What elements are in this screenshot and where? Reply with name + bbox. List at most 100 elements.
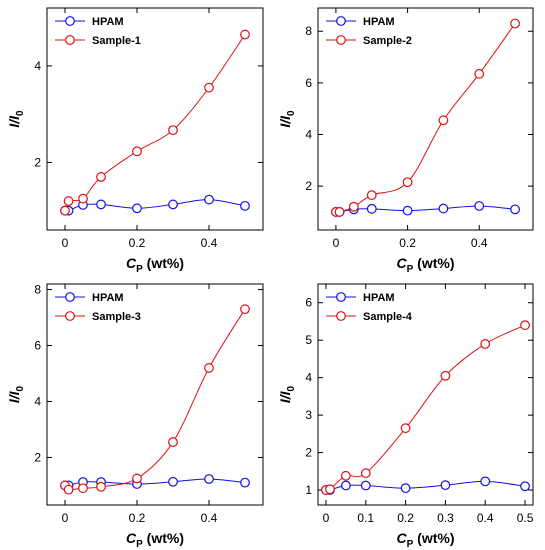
data-point <box>402 177 413 188</box>
x-axis-label-main: C <box>396 530 407 546</box>
x-axis-label-sub: P <box>407 539 414 550</box>
data-point <box>474 68 485 79</box>
y-tick-label: 8 <box>305 24 312 38</box>
x-tick-label: 0.2 <box>397 511 414 525</box>
data-point <box>240 200 250 211</box>
y-axis-label-sub: 0 <box>286 385 297 391</box>
x-tick-label: 0.4 <box>201 236 218 250</box>
legend: HPAM Sample-4 <box>326 292 413 323</box>
legend-marker <box>65 35 75 45</box>
y-tick-label: 4 <box>305 371 312 385</box>
y-axis-label: I/I0 <box>6 110 26 128</box>
data-point <box>440 370 451 381</box>
y-axis-label: I/I0 <box>277 110 297 128</box>
y-axis-label-sub: 0 <box>15 110 26 116</box>
data-point <box>96 199 106 210</box>
legend-label: Sample-2 <box>363 35 412 47</box>
data-point <box>510 204 520 215</box>
x-axis-label: CP (wt%) <box>126 530 184 550</box>
x-tick-label: 0.3 <box>437 511 454 525</box>
data-point <box>400 483 411 494</box>
y-tick-label: 6 <box>305 76 312 90</box>
x-tick-label: 0.4 <box>201 511 218 525</box>
data-point <box>204 194 214 205</box>
plot-frame <box>46 7 264 231</box>
y-axis-label: I/I0 <box>277 385 297 403</box>
data-point <box>96 481 106 492</box>
legend-marker <box>65 311 75 321</box>
x-axis-label-unit: (wt%) <box>413 255 454 271</box>
data-point <box>402 205 413 216</box>
x-axis-label: CP (wt%) <box>396 255 454 275</box>
data-point <box>168 199 178 210</box>
x-tick-label: 0 <box>323 511 330 525</box>
x-axis-label-unit: (wt%) <box>413 530 454 546</box>
series-sample-1 <box>60 29 250 216</box>
x-tick-label: 0.4 <box>471 236 488 250</box>
x-axis-label-sub: P <box>407 264 414 275</box>
y-tick-label: 3 <box>305 408 312 422</box>
data-point <box>240 477 250 488</box>
data-point <box>240 29 250 40</box>
data-point <box>63 484 74 495</box>
data-point <box>340 480 351 491</box>
x-axis-label-main: C <box>126 530 137 546</box>
legend-label: Sample-4 <box>363 311 413 323</box>
series-sample-4 <box>321 320 530 495</box>
data-point <box>204 363 214 373</box>
x-axis-label-unit: (wt%) <box>143 530 184 546</box>
legend-marker <box>65 16 75 26</box>
data-point <box>400 423 411 434</box>
data-point <box>132 473 142 484</box>
x-tick-label: 0.4 <box>477 511 494 525</box>
y-axis-label-main: I/I <box>277 115 293 128</box>
legend: HPAM Sample-3 <box>55 292 141 323</box>
data-point <box>168 437 178 447</box>
data-point <box>520 320 530 331</box>
x-axis-label-main: C <box>396 255 407 271</box>
x-tick-label: 0 <box>62 236 69 250</box>
legend-label: HPAM <box>92 16 124 28</box>
series-line <box>325 324 526 492</box>
y-tick-label: 4 <box>34 394 41 408</box>
data-point <box>60 205 70 216</box>
y-axis-label-main: I/I <box>6 115 22 128</box>
x-axis-label-unit: (wt%) <box>143 255 184 271</box>
y-axis-label-sub: 0 <box>286 110 297 116</box>
data-point <box>96 172 106 182</box>
x-tick-label: 0.1 <box>357 511 374 525</box>
y-tick-label: 2 <box>305 179 312 193</box>
series-line <box>335 205 516 213</box>
legend-marker <box>336 311 346 321</box>
legend: HPAM Sample-1 <box>55 16 141 47</box>
x-tick-label: 0.2 <box>129 236 146 250</box>
data-point <box>168 476 178 487</box>
y-tick-label: 4 <box>305 127 312 141</box>
y-tick-label: 6 <box>34 339 41 353</box>
data-point <box>348 201 359 212</box>
data-point <box>78 483 88 494</box>
series-sample-3 <box>60 304 250 495</box>
x-tick-label: 0 <box>62 511 69 525</box>
data-point <box>360 468 371 479</box>
plot-frame <box>317 283 534 506</box>
data-point <box>132 146 142 157</box>
y-axis-label-main: I/I <box>277 390 293 403</box>
series-line <box>64 199 246 212</box>
data-point <box>63 196 74 206</box>
legend-marker <box>65 292 75 302</box>
legend: HPAM Sample-2 <box>326 16 412 47</box>
x-tick-label: 0 <box>333 236 340 250</box>
data-point <box>366 190 377 201</box>
series-line <box>335 23 516 213</box>
plot-frame <box>317 7 534 231</box>
data-point <box>334 207 345 217</box>
data-point <box>480 476 491 487</box>
data-point <box>78 193 88 204</box>
legend-label: HPAM <box>363 292 395 304</box>
y-tick-label: 2 <box>34 155 41 169</box>
series-hpam <box>60 194 250 216</box>
